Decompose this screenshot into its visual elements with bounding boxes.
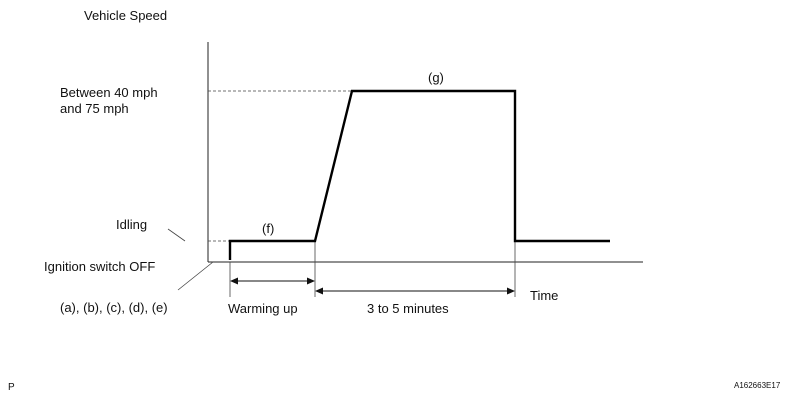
high-speed-label-line2: and 75 mph — [60, 101, 129, 116]
ignition-leader-line — [177, 261, 214, 291]
idling-leader-line — [167, 228, 186, 242]
drive-time-arrow-left — [315, 287, 323, 295]
warming-up-label: Warming up — [228, 301, 298, 316]
drive-time-arrow-right — [507, 287, 515, 295]
warm-step-label: (f) — [262, 221, 274, 236]
ignition-off-label: Ignition switch OFF — [44, 259, 155, 274]
x-axis-label: Time — [530, 288, 558, 303]
corner-right-code: A162663E17 — [734, 381, 781, 390]
drive-step-label: (g) — [428, 70, 444, 85]
drive-time-label: 3 to 5 minutes — [367, 301, 449, 316]
warming-up-arrow-left — [230, 277, 238, 285]
high-speed-label-line1: Between 40 mph — [60, 85, 158, 100]
speed-profile-line — [228, 89, 610, 260]
idling-label: Idling — [116, 217, 147, 232]
corner-left-code: P — [8, 382, 15, 393]
warming-up-arrow-right — [307, 277, 315, 285]
y-axis-label: Vehicle Speed — [84, 8, 167, 23]
start-steps-label: (a), (b), (c), (d), (e) — [60, 300, 168, 315]
